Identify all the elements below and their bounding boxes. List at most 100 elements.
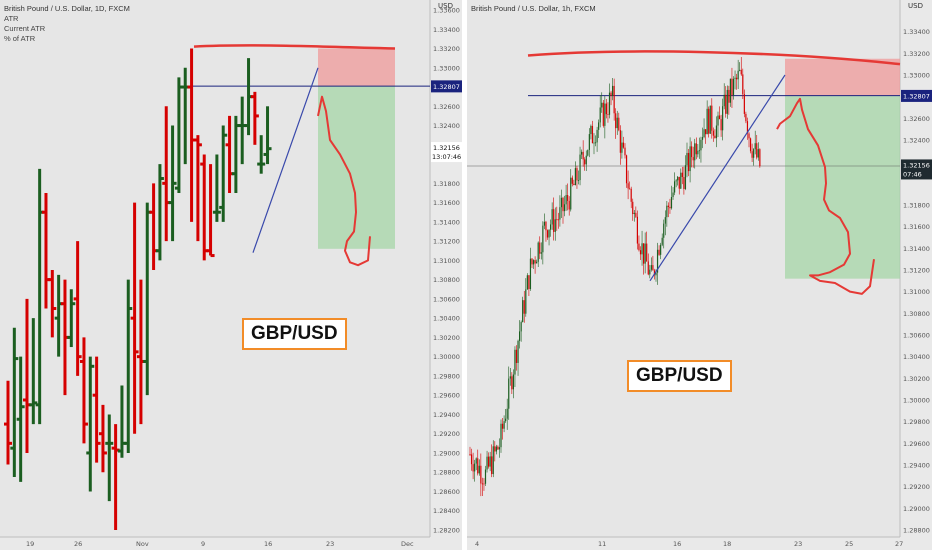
daily-y-tick-label: 1.31600: [433, 199, 460, 207]
daily-ohlc-bar: [10, 327, 19, 478]
hourly-candle-body: [633, 212, 635, 215]
daily-chart-pane[interactable]: USD 1.33600 1.33400 1.33200 1.33000 1.32600 1.…: [0, 0, 462, 550]
hourly-candle-body: [483, 483, 485, 485]
hourly-candle-body: [610, 92, 612, 96]
hourly-candle: [585, 150, 587, 172]
hourly-candle: [742, 68, 744, 100]
hourly-candle-body: [605, 103, 607, 115]
hourly-candle-body: [698, 150, 700, 152]
hourly-candle-body: [511, 376, 513, 390]
hourly-candle: [505, 409, 507, 423]
hourly-resistance-curve: [527, 50, 901, 66]
daily-axis-unit: USD: [438, 2, 453, 10]
hourly-candle-body: [734, 77, 736, 79]
hourly-candle: [667, 202, 669, 218]
hourly-candle: [675, 178, 677, 188]
hourly-candle: [643, 243, 645, 275]
hourly-candle: [751, 143, 753, 163]
hourly-candle-body: [573, 183, 575, 185]
hourly-candle-body: [725, 94, 727, 114]
hourly-candle-body: [705, 129, 707, 135]
hourly-candle-body: [563, 204, 566, 212]
daily-chart-title: British Pound / U.S. Dollar, 1D, FXCM: [4, 4, 130, 13]
hourly-y-tick-label: 1.33200: [903, 50, 930, 58]
hourly-candle: [737, 59, 739, 89]
hourly-candle: [687, 149, 690, 177]
hourly-trendline: [649, 74, 786, 282]
hourly-candle-body: [560, 197, 563, 208]
hourly-candle: [619, 125, 621, 165]
hourly-candle-body: [754, 143, 756, 150]
hourly-x-tick-label: 27: [895, 540, 903, 548]
hourly-candle: [591, 120, 594, 144]
hourly-candle-body: [714, 135, 716, 139]
hourly-candle-body: [638, 243, 640, 251]
hourly-candle: [734, 70, 736, 90]
hourly-candle: [729, 78, 731, 107]
hourly-candle-body: [599, 107, 601, 123]
hourly-candle-body: [653, 270, 656, 276]
hourly-y-tick-label: 1.28800: [903, 527, 930, 535]
hourly-candle: [557, 212, 559, 229]
hourly-candle: [740, 56, 742, 76]
hourly-candle-body: [686, 152, 688, 166]
hourly-candle: [532, 259, 535, 270]
hourly-candle-body: [726, 89, 728, 114]
hourly-price-tag-label: 1.32807: [903, 92, 930, 100]
hourly-pair-label: GBP/USD: [627, 360, 732, 392]
daily-x-tick-label: 9: [201, 540, 205, 548]
hourly-candle-body: [703, 129, 705, 138]
hourly-candle: [632, 198, 634, 221]
daily-y-tick-label: 1.31200: [433, 238, 460, 246]
hourly-candle-body: [742, 74, 744, 95]
daily-ohlc-bar: [16, 356, 25, 482]
hourly-candle: [590, 124, 592, 140]
daily-ohlc-bar: [174, 77, 183, 193]
hourly-candle-body: [709, 105, 711, 134]
hourly-candle: [660, 242, 662, 260]
hourly-candle-body: [689, 146, 691, 172]
daily-last-price-tag: [431, 142, 462, 163]
hourly-candle-body: [678, 176, 680, 189]
hourly-candle-body: [491, 456, 493, 475]
hourly-candle-body: [728, 89, 730, 103]
daily-ohlc-bar: [124, 279, 133, 453]
hourly-candle-body: [556, 219, 558, 221]
hourly-candle-body: [646, 243, 648, 262]
hourly-candle-body: [545, 221, 547, 231]
hourly-candle: [481, 477, 483, 497]
hourly-candle-body: [532, 260, 535, 265]
hourly-candle: [756, 134, 758, 160]
daily-ohlc-bar: [48, 270, 57, 338]
hourly-candle-body: [621, 142, 623, 153]
daily-price-tag: [431, 80, 462, 93]
hourly-candle-body: [672, 192, 674, 197]
hourly-candle: [511, 372, 513, 394]
hourly-candle: [506, 398, 508, 430]
hourly-candle: [627, 170, 629, 200]
hourly-candle: [650, 257, 652, 272]
hourly-candle: [695, 137, 697, 160]
daily-resistance-curve: [193, 44, 396, 50]
hourly-candle-body: [587, 149, 589, 156]
daily-y-tick-label: 1.29600: [433, 392, 460, 400]
hourly-candle: [743, 89, 745, 118]
hourly-candle: [509, 367, 511, 386]
daily-ohlc-bar: [162, 106, 171, 242]
hourly-projection-path: [776, 97, 875, 295]
hourly-candle-body: [590, 125, 592, 135]
hourly-candle-body: [627, 183, 629, 189]
hourly-candle-body: [613, 85, 615, 114]
daily-ohlc-bar: [206, 164, 215, 258]
hourly-candle: [753, 148, 755, 166]
hourly-candle-body: [543, 221, 545, 226]
pane-divider[interactable]: [462, 0, 467, 550]
daily-trendline: [252, 67, 319, 253]
hourly-chart-pane[interactable]: USD 1.33400 1.33200 1.33000 1.32600 1.32400 1.…: [467, 0, 932, 550]
daily-ohlc-bar: [111, 424, 120, 530]
hourly-candle-body: [749, 138, 752, 152]
hourly-candle-body: [489, 456, 491, 467]
hourly-candle-body: [498, 447, 501, 450]
daily-y-tick-label: 1.30800: [433, 276, 460, 284]
hourly-candle: [551, 202, 553, 230]
